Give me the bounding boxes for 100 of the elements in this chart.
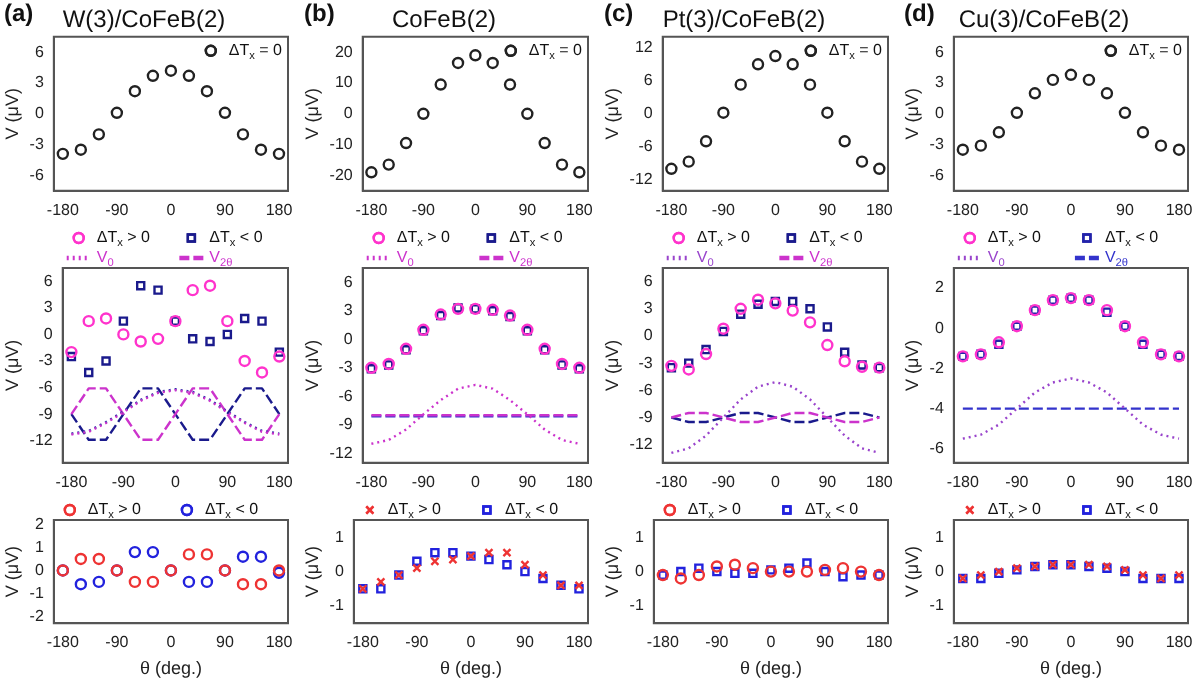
y-tick-label: 3 — [643, 299, 654, 318]
chart-title: CoFeB(2) — [391, 5, 497, 34]
x-tick-label: -180 — [655, 472, 689, 491]
point — [1136, 126, 1150, 139]
point — [82, 314, 95, 328]
y-tick-label: -4 — [929, 398, 945, 417]
y-tick-label: 2 — [34, 514, 45, 533]
point — [182, 575, 196, 589]
x-tick-label: -180 — [355, 472, 389, 491]
y-tick-label: -12 — [329, 443, 354, 462]
x-tick-label: 0 — [166, 200, 177, 219]
point — [254, 550, 268, 563]
point — [822, 322, 833, 332]
point — [751, 293, 765, 306]
x-tick-label: -90 — [711, 472, 737, 491]
y-axis-title: V (μV) — [1, 545, 22, 598]
x-tick-label: -90 — [111, 472, 137, 491]
y-tick-label: -12 — [629, 435, 654, 454]
point — [699, 347, 713, 361]
point — [92, 128, 106, 141]
point — [873, 162, 886, 175]
point — [838, 572, 848, 582]
point — [218, 106, 232, 119]
x-tick-label: 0 — [770, 200, 781, 219]
y-tick-label: -6 — [38, 377, 54, 396]
y-tick-label: 12 — [634, 38, 654, 57]
x-tick-label: -180 — [946, 200, 980, 219]
point — [135, 280, 146, 291]
point — [146, 575, 160, 589]
x-tick-label: 0 — [770, 472, 781, 491]
point — [484, 554, 494, 565]
point — [784, 563, 794, 573]
point — [683, 358, 694, 368]
point — [838, 355, 851, 368]
point — [786, 304, 799, 317]
x-tick-label: -180 — [46, 633, 80, 652]
point — [451, 56, 465, 70]
point — [746, 561, 760, 575]
x-tick-label: 90 — [1116, 633, 1135, 652]
point — [694, 563, 704, 573]
point — [65, 345, 78, 359]
point — [520, 566, 530, 577]
point — [182, 69, 196, 83]
x-tick-label: -180 — [946, 472, 980, 491]
x-tick-label: 90 — [816, 633, 835, 652]
point — [665, 162, 678, 175]
point — [1010, 106, 1024, 119]
y-tick-label: 3 — [34, 73, 45, 92]
x-tick-label: 180 — [565, 472, 594, 491]
y-tick-label: 0 — [934, 318, 945, 337]
point — [520, 559, 530, 570]
y-tick-label: 0 — [43, 324, 54, 343]
x-tick-label: 180 — [565, 200, 594, 219]
y-axis-title: V (μV) — [901, 88, 922, 140]
point — [469, 49, 482, 62]
x-tick-label: 180 — [265, 633, 294, 652]
y-tick-label: 0 — [643, 326, 654, 345]
point — [787, 296, 798, 307]
x-tick-label: -180 — [946, 633, 980, 652]
y-tick-label: 20 — [334, 42, 354, 61]
x-tick-label: 90 — [1116, 200, 1135, 219]
x-tick-label: -180 — [46, 200, 80, 219]
y-tick-label: 0 — [934, 562, 945, 581]
y-tick-label: -1 — [29, 583, 45, 602]
chart-title: W(3)/CoFeB(2) — [62, 5, 226, 34]
point — [800, 565, 814, 578]
x-tick-label: -90 — [411, 200, 437, 219]
point — [255, 366, 269, 379]
x-tick-label: -90 — [1005, 472, 1030, 491]
point — [399, 136, 413, 150]
x-tick-label: 90 — [818, 200, 838, 219]
point — [101, 356, 111, 366]
point — [555, 158, 569, 171]
point — [802, 558, 812, 568]
y-axis-title: V (μV) — [601, 545, 622, 598]
point — [821, 338, 834, 352]
x-tick-label: -180 — [346, 633, 380, 652]
point — [74, 143, 88, 156]
text: (c) — [604, 0, 634, 27]
x-tick-label: -90 — [105, 200, 130, 219]
point — [99, 312, 113, 325]
point — [56, 147, 70, 161]
point — [1082, 73, 1096, 87]
y-tick-label: 1 — [934, 527, 945, 546]
point — [1172, 143, 1186, 156]
y-tick-label: -2 — [29, 606, 45, 625]
y-tick-label: 0 — [34, 560, 45, 579]
x-tick-label: 180 — [265, 200, 294, 219]
y-tick-label: 1 — [34, 537, 45, 556]
y-tick-label: -6 — [29, 165, 45, 184]
line-series — [961, 377, 1181, 440]
x-tick-label: 180 — [565, 633, 594, 652]
y-tick-label: -6 — [338, 386, 354, 405]
y-tick-label: 0 — [643, 104, 654, 123]
point — [66, 351, 77, 362]
point — [128, 85, 142, 98]
point — [735, 309, 746, 319]
point — [717, 106, 730, 119]
x-tick-label: 0 — [1066, 633, 1077, 652]
point — [74, 552, 88, 566]
